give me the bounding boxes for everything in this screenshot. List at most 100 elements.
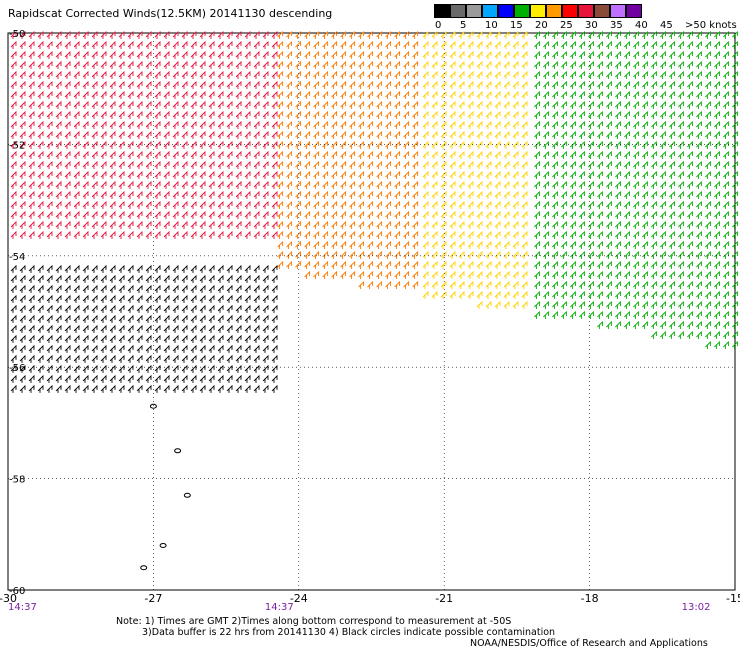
legend-label: 35 [610, 20, 623, 31]
wind-barb [199, 110, 206, 119]
wind-barb [376, 60, 383, 69]
longitude-ticks: -30-27-24-21-18-15 [0, 592, 740, 605]
wind-barb [313, 230, 320, 239]
wind-barb [467, 240, 474, 249]
wind-barb [696, 180, 702, 189]
wind-barb [322, 130, 329, 139]
legend-swatch [610, 4, 626, 18]
wind-barb [503, 250, 510, 259]
wind-barb [28, 140, 35, 149]
wind-barb [687, 170, 693, 179]
y-tick-label: -54 [9, 252, 25, 263]
wind-barb [172, 374, 179, 383]
wind-barb [91, 80, 98, 89]
wind-barb [579, 50, 585, 59]
wind-barb [19, 60, 26, 69]
wind-barb [235, 170, 242, 179]
wind-barb [552, 50, 558, 59]
wind-barb [55, 60, 62, 69]
wind-barb [552, 30, 558, 39]
wind-barb [588, 120, 594, 129]
wind-barb [244, 60, 251, 69]
wind-barb [118, 284, 125, 293]
wind-barb [100, 160, 107, 169]
wind-barb [552, 220, 558, 229]
wind-barb [199, 160, 206, 169]
wind-barb [100, 294, 107, 303]
wind-barb [732, 300, 738, 309]
wind-barb [606, 180, 612, 189]
wind-barb [100, 304, 107, 313]
wind-barb [422, 60, 429, 69]
wind-barb [55, 264, 62, 273]
wind-barb [403, 230, 410, 239]
legend-label: 0 [435, 20, 442, 31]
wind-barb [597, 220, 603, 229]
map-grid [7, 32, 736, 591]
wind-barb [552, 280, 558, 289]
wind-barb [127, 334, 134, 343]
wind-barb [633, 150, 639, 159]
wind-barb [732, 120, 738, 129]
wind-barb [235, 130, 242, 139]
wind-barb [376, 160, 383, 169]
wind-barb [235, 180, 242, 189]
wind-barb [476, 90, 483, 99]
wind-barb [449, 190, 456, 199]
wind-barb [588, 230, 594, 239]
island [149, 403, 157, 409]
wind-barb [633, 180, 639, 189]
wind-barb [331, 270, 338, 279]
wind-barb [615, 170, 621, 179]
wind-barb [678, 310, 684, 319]
wind-barb [262, 374, 269, 383]
x-tick-label: -21 [435, 592, 453, 605]
wind-barb [253, 314, 260, 323]
wind-barb [476, 210, 483, 219]
wind-barb [304, 270, 311, 279]
wind-barb [82, 384, 89, 393]
wind-barb [660, 240, 666, 249]
wind-barb [235, 70, 242, 79]
wind-barb [163, 40, 170, 49]
time-labels: 14:37 14:37 13:02 [8, 602, 711, 613]
wind-barb [340, 170, 347, 179]
wind-barb [199, 170, 206, 179]
wind-barb [534, 40, 540, 49]
wind-barb [190, 130, 197, 139]
wind-barb [358, 40, 365, 49]
wind-barb [534, 230, 540, 239]
wind-barb [349, 170, 356, 179]
wind-barb [440, 30, 447, 39]
wind-barb [127, 80, 134, 89]
wind-barb [55, 314, 62, 323]
wind-barb [521, 130, 528, 139]
wind-barb [322, 40, 329, 49]
wind-barb [476, 200, 483, 209]
wind-barb [485, 110, 492, 119]
wind-barb [154, 30, 161, 39]
wind-barb [651, 320, 657, 329]
wind-barb [476, 50, 483, 59]
wind-barb [136, 40, 143, 49]
wind-barb [570, 170, 576, 179]
wind-barb [615, 40, 621, 49]
wind-barb [615, 90, 621, 99]
wind-barb [208, 50, 215, 59]
wind-barb [458, 290, 465, 299]
wind-barb [543, 300, 549, 309]
wind-barb [82, 180, 89, 189]
wind-barb [295, 110, 302, 119]
wind-barb [340, 150, 347, 159]
wind-barb [422, 80, 429, 89]
wind-barb [286, 140, 293, 149]
wind-barb [449, 270, 456, 279]
wind-barb [440, 210, 447, 219]
wind-barb [714, 80, 720, 89]
wind-barb [561, 290, 567, 299]
wind-barb [82, 40, 89, 49]
wind-barb [109, 384, 116, 393]
wind-barb [606, 80, 612, 89]
wind-barb [669, 90, 675, 99]
wind-barb [570, 120, 576, 129]
